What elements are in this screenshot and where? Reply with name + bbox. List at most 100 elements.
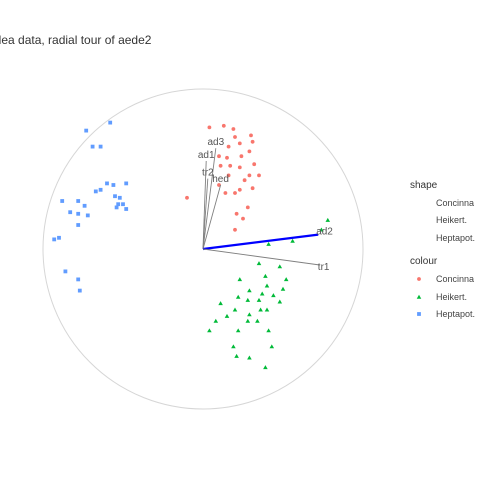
point-heikert-26 [266, 328, 271, 333]
point-heikert-13 [271, 293, 276, 298]
point-concinna-1 [221, 123, 226, 128]
point-concinna-12 [218, 163, 223, 168]
point-heptapot-18 [76, 211, 81, 216]
point-heikert-17 [277, 299, 283, 304]
point-concinna-21 [237, 187, 242, 192]
point-heptapot-9 [113, 194, 117, 199]
point-heptapot-14 [116, 202, 121, 207]
point-heptapot-0 [84, 128, 89, 133]
point-heptapot-12 [76, 199, 81, 203]
point-concinna-5 [249, 133, 253, 138]
legend-colour-label-heikert: Heikert. [436, 292, 467, 302]
point-concinna-20 [250, 186, 255, 191]
legend-shape-label-heptapot: Heptapot. [436, 233, 475, 243]
point-concinna-4 [237, 141, 242, 146]
point-heptapot-10 [117, 195, 122, 200]
point-concinna-0 [207, 125, 212, 130]
point-heptapot-24 [63, 269, 68, 274]
point-heikert-30 [231, 344, 236, 349]
axis-line-ad2 [202, 233, 319, 251]
point-heptapot-26 [77, 288, 82, 293]
point-heikert-7 [283, 277, 289, 282]
point-heptapot-5 [105, 181, 109, 186]
point-heikert-0 [325, 217, 331, 222]
point-heikert-8 [237, 277, 243, 282]
legend-key-concinna [417, 277, 421, 281]
legend-colour-label-concinna: Concinna [436, 274, 474, 284]
point-heptapot-20 [85, 213, 90, 218]
axis-line-ad3 [202, 148, 217, 250]
axis-label-hed: hed [212, 174, 229, 185]
axis-line-tr1 [202, 248, 320, 266]
point-heptapot-16 [114, 205, 119, 210]
legend: shape Concinna Heikert. Heptapot. colour… [410, 180, 475, 319]
point-concinna-2 [231, 127, 236, 131]
point-heptapot-15 [121, 202, 125, 207]
point-heikert-25 [255, 318, 260, 323]
point-heptapot-19 [68, 210, 73, 215]
point-heptapot-2 [90, 144, 95, 149]
axis-label-tr1: tr1 [318, 262, 330, 273]
axis-circle [42, 88, 364, 410]
point-heptapot-11 [60, 199, 65, 203]
point-heptapot-3 [98, 144, 103, 149]
legend-colour-title: colour [410, 256, 438, 267]
point-heikert-21 [232, 307, 238, 312]
point-heptapot-1 [108, 120, 113, 125]
point-concinna-18 [257, 173, 261, 178]
point-heikert-9 [264, 283, 270, 288]
point-heikert-23 [213, 318, 219, 323]
point-heikert-24 [224, 313, 230, 318]
point-concinna-7 [226, 144, 231, 149]
axis-line-tr2 [202, 178, 209, 250]
point-heikert-12 [259, 291, 265, 296]
chart-title: ilea data, radial tour of aede2 [0, 33, 152, 47]
point-heptapot-23 [52, 237, 57, 242]
point-heikert-29 [207, 328, 212, 333]
point-heikert-5 [277, 264, 283, 269]
point-concinna-26 [233, 227, 237, 232]
point-heptapot-6 [111, 183, 116, 187]
legend-shape-label-heikert: Heikert. [436, 215, 467, 225]
legend-colour-label-heptapot: Heptapot. [436, 309, 475, 319]
point-heikert-4 [256, 261, 262, 266]
point-concinna-3 [233, 135, 237, 139]
legend-key-heptapot [417, 312, 421, 316]
point-heikert-16 [256, 297, 262, 302]
point-heikert-6 [263, 273, 268, 278]
axis-label-ad2: ad2 [316, 227, 333, 238]
point-concinna-25 [185, 195, 189, 200]
legend-shape-label-concinna: Concinna [436, 198, 474, 208]
point-heikert-28 [245, 318, 251, 323]
point-concinna-27 [245, 205, 250, 210]
point-heikert-22 [247, 312, 252, 317]
point-concinna-22 [223, 191, 228, 195]
point-heikert-31 [269, 344, 275, 349]
legend-key-heikert [416, 294, 422, 299]
points-layer [52, 120, 331, 370]
point-concinna-23 [233, 191, 237, 195]
point-concinna-15 [252, 162, 257, 167]
point-concinna-14 [237, 165, 242, 170]
point-heptapot-4 [124, 181, 129, 186]
point-heikert-20 [264, 307, 270, 312]
point-heptapot-7 [98, 187, 103, 192]
point-concinna-13 [228, 163, 233, 168]
point-heptapot-13 [82, 203, 87, 208]
point-concinna-9 [217, 154, 221, 159]
point-heptapot-21 [76, 223, 81, 227]
axis-label-ad1: ad1 [198, 150, 215, 161]
point-concinna-8 [247, 149, 252, 154]
point-heikert-32 [247, 355, 252, 360]
point-concinna-16 [226, 173, 231, 178]
axis-line-ad1 [202, 160, 207, 250]
axis-line-hed [202, 184, 222, 250]
point-heikert-1 [319, 227, 324, 232]
point-heikert-18 [218, 301, 223, 306]
point-heikert-2 [290, 238, 295, 243]
point-concinna-6 [250, 139, 255, 144]
point-heikert-19 [258, 307, 263, 312]
point-heptapot-8 [93, 189, 98, 194]
